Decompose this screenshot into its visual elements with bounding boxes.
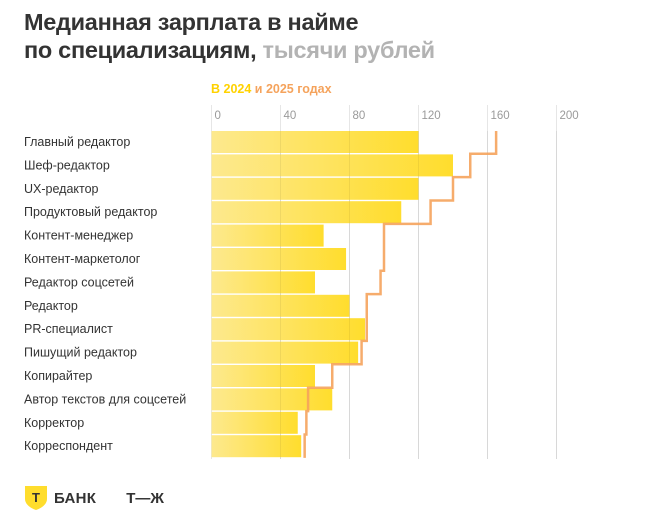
category-label: Контент-маркетолог — [24, 252, 141, 266]
title-units: тысячи рублей — [262, 37, 436, 63]
bar-2024 — [211, 435, 302, 458]
bar-2024 — [211, 341, 359, 364]
title-line-1: Медианная зарплата в найме — [24, 9, 359, 35]
x-tick-label: 0 — [215, 110, 221, 122]
line-2025 — [303, 131, 498, 458]
svg-text:Т: Т — [32, 490, 40, 505]
category-label: UX-редактор — [24, 182, 99, 196]
legend-2025: и 2025 годах — [254, 82, 332, 96]
legend-2024: В 2024 — [211, 82, 252, 96]
bar-2024 — [211, 248, 347, 270]
x-tick-label: 200 — [560, 110, 579, 122]
category-label: Копирайтер — [24, 369, 92, 383]
title-main-part: по специализациям, — [24, 37, 257, 63]
footer: Т БАНК Т—Ж — [24, 483, 164, 513]
category-label: Корреспондент — [24, 439, 113, 453]
category-label: Редактор — [24, 299, 78, 313]
category-label: Шеф-редактор — [24, 158, 110, 172]
bar-2024 — [211, 154, 453, 177]
bar-2024 — [211, 318, 366, 341]
category-label: Продуктовый редактор — [24, 205, 157, 219]
bar-2024 — [211, 365, 315, 387]
bar-2024 — [211, 271, 315, 294]
x-tick-label: 160 — [491, 110, 510, 122]
tbank-logo: Т БАНК — [24, 485, 96, 511]
bar-2024 — [211, 388, 333, 411]
category-label: Автор текстов для соцсетей — [24, 392, 186, 406]
category-label: Корректор — [24, 416, 84, 430]
title-line-2: по специализациям, тысячи рублей — [24, 36, 624, 64]
tj-logo: Т—Ж — [126, 489, 164, 507]
category-label: Главный редактор — [24, 135, 130, 149]
bar-2024 — [211, 177, 419, 200]
legend: В 2024 и 2025 годах — [211, 82, 332, 96]
bar-2024 — [211, 131, 419, 153]
tbank-shield-icon: Т — [25, 486, 47, 510]
x-tick-label: 80 — [353, 110, 366, 122]
tbank-label: БАНК — [54, 489, 97, 507]
bar-2024 — [211, 294, 350, 317]
bar-2024 — [211, 411, 298, 434]
category-label: Редактор соцсетей — [24, 275, 134, 289]
category-label: Пишущий редактор — [24, 346, 137, 360]
bar-2024 — [211, 224, 324, 247]
category-label: Контент-менеджер — [24, 229, 133, 243]
x-tick-label: 120 — [422, 110, 441, 122]
x-tick-label: 40 — [284, 110, 297, 122]
bar-2024 — [211, 201, 402, 224]
chart-title: Медианная зарплата в найме по специализа… — [24, 8, 624, 64]
category-label: PR-специалист — [24, 322, 113, 336]
